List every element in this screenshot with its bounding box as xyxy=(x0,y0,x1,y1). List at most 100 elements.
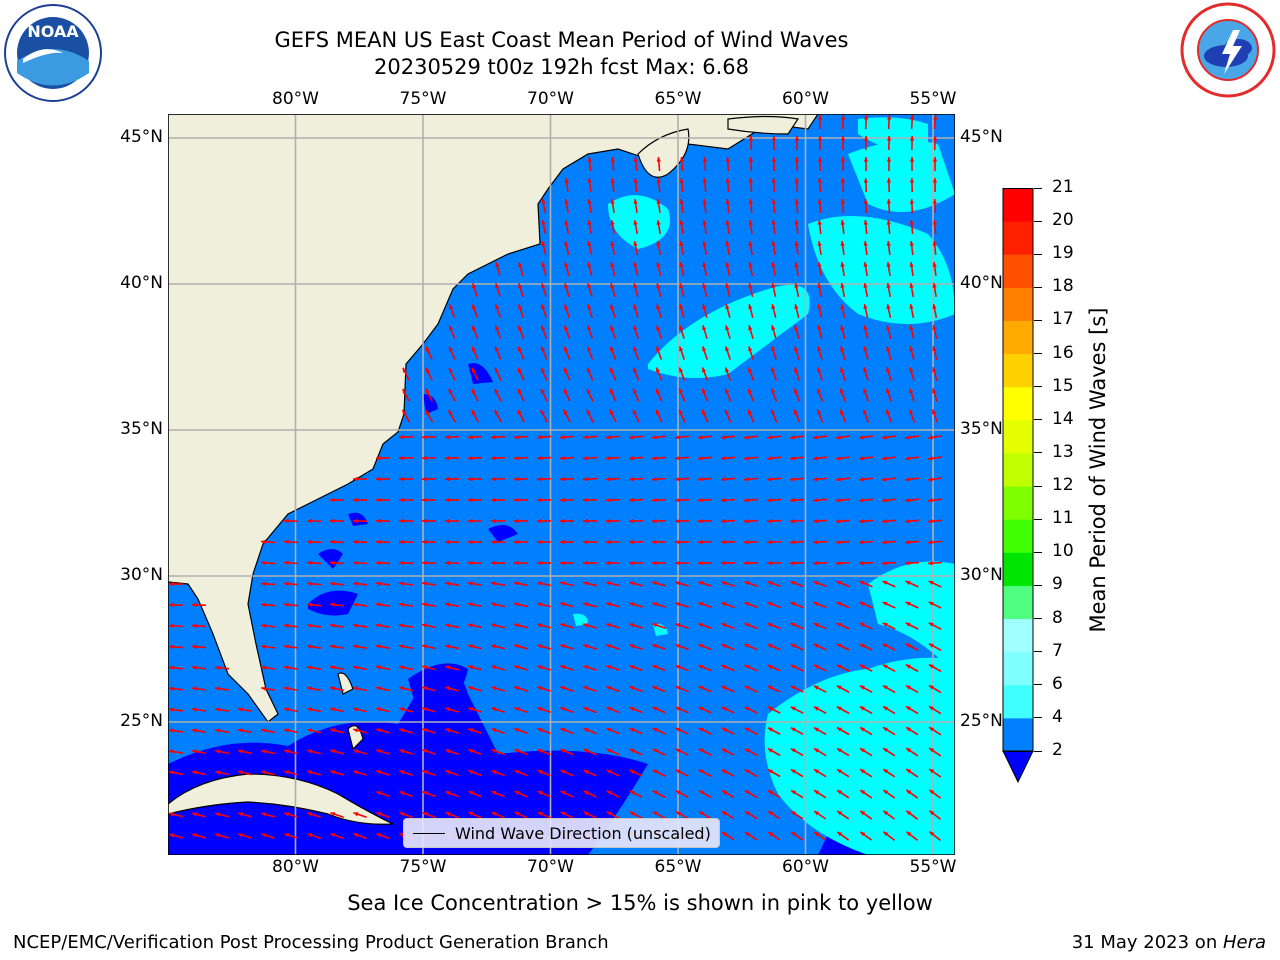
wave-direction-arrow xyxy=(840,198,845,214)
wave-direction-arrow xyxy=(790,831,804,841)
wave-direction-arrow xyxy=(564,304,570,318)
wave-direction-arrow xyxy=(859,664,873,672)
wave-direction-arrow xyxy=(886,114,892,130)
wave-direction-arrow xyxy=(725,346,731,360)
wave-direction-arrow xyxy=(587,156,592,172)
wave-direction-arrow xyxy=(490,497,506,503)
wave-direction-arrow xyxy=(813,831,827,841)
colorbar-tick-label: 17 xyxy=(1052,309,1074,330)
wave-direction-arrow xyxy=(651,497,667,503)
wave-direction-arrow xyxy=(863,198,868,214)
wave-direction-arrow xyxy=(909,198,915,214)
wave-direction-arrow xyxy=(725,156,731,172)
colorbar-segment xyxy=(1003,684,1033,719)
wave-direction-arrow xyxy=(587,198,592,214)
wave-direction-arrow xyxy=(771,219,776,235)
wave-direction-arrow xyxy=(445,811,459,819)
wave-direction-arrow xyxy=(445,665,459,671)
wave-direction-arrow xyxy=(422,769,436,777)
wave-direction-arrow xyxy=(836,664,850,672)
wave-direction-arrow xyxy=(674,456,690,461)
wave-direction-arrow xyxy=(675,769,689,777)
wave-direction-arrow xyxy=(237,749,253,755)
wave-direction-arrow xyxy=(909,135,915,151)
wave-direction-arrow xyxy=(766,539,782,545)
wave-direction-arrow xyxy=(352,560,368,566)
wave-direction-arrow xyxy=(909,346,915,360)
wave-direction-arrow xyxy=(168,581,184,587)
wave-direction-arrow xyxy=(375,518,391,524)
wave-direction-arrow xyxy=(468,686,482,692)
wave-direction-arrow xyxy=(422,790,436,798)
wave-direction-arrow xyxy=(721,622,735,630)
wave-direction-arrow xyxy=(748,304,754,318)
wave-direction-arrow xyxy=(606,769,620,777)
wave-direction-arrow xyxy=(283,644,299,649)
lat-tick-right: 45°N xyxy=(960,127,1003,147)
wave-direction-arrow xyxy=(858,498,874,503)
wave-direction-arrow xyxy=(651,539,667,545)
noaa-logo-text: NOAA xyxy=(27,22,79,41)
wave-direction-arrow xyxy=(652,810,666,820)
wave-direction-arrow xyxy=(859,747,873,757)
wave-direction-arrow xyxy=(817,114,823,130)
wave-direction-arrow xyxy=(468,769,482,777)
wave-direction-arrow xyxy=(675,602,689,608)
wave-direction-arrow xyxy=(560,644,574,650)
wave-direction-arrow xyxy=(859,580,873,588)
wave-direction-arrow xyxy=(517,367,525,381)
wave-direction-arrow xyxy=(401,388,411,402)
wave-direction-arrow xyxy=(747,388,755,402)
colorbar-tick-label: 16 xyxy=(1052,342,1074,363)
wave-direction-arrow xyxy=(744,643,758,651)
wave-direction-arrow xyxy=(306,623,322,628)
wave-direction-arrow xyxy=(559,476,575,482)
wave-direction-arrow xyxy=(881,540,897,545)
wave-direction-arrow xyxy=(629,685,643,693)
wave-direction-arrow xyxy=(881,435,897,440)
wave-direction-arrow xyxy=(835,498,851,503)
wave-direction-arrow xyxy=(560,790,574,798)
wave-direction-arrow xyxy=(674,497,690,503)
wave-direction-arrow xyxy=(214,707,230,712)
wave-direction-arrow xyxy=(609,325,617,339)
wave-direction-arrow xyxy=(261,812,275,818)
wave-direction-arrow xyxy=(306,539,322,545)
wave-direction-arrow xyxy=(789,477,805,482)
wave-direction-arrow xyxy=(421,602,437,608)
wave-direction-arrow xyxy=(905,747,919,757)
wave-direction-arrow xyxy=(540,367,548,381)
wave-direction-arrow xyxy=(928,580,942,588)
wave-direction-arrow xyxy=(767,831,781,841)
colorbar-segment xyxy=(1003,254,1033,288)
wave-direction-arrow xyxy=(675,622,689,630)
wave-direction-arrow xyxy=(909,156,915,172)
wave-direction-arrow xyxy=(560,602,574,608)
wave-direction-arrow xyxy=(836,747,850,757)
wave-direction-arrow xyxy=(260,749,276,755)
wave-direction-arrow xyxy=(470,409,480,423)
wave-direction-arrow xyxy=(881,477,897,482)
wave-direction-arrow xyxy=(909,240,914,256)
wave-direction-arrow xyxy=(168,686,184,691)
wave-direction-arrow xyxy=(191,770,207,776)
wave-direction-arrow xyxy=(675,581,689,587)
wave-direction-arrow xyxy=(537,623,551,629)
wave-direction-arrow xyxy=(537,727,551,735)
wave-direction-arrow xyxy=(517,325,525,339)
wave-direction-arrow xyxy=(633,240,639,256)
wave-direction-arrow xyxy=(859,831,873,841)
wave-direction-arrow xyxy=(306,560,322,566)
wave-direction-arrow xyxy=(771,282,777,298)
wave-direction-arrow xyxy=(863,156,869,172)
wave-direction-arrow xyxy=(168,749,184,754)
wave-direction-arrow xyxy=(514,769,528,777)
wave-direction-arrow xyxy=(656,177,661,193)
lon-tick-bottom: 70°W xyxy=(527,857,574,877)
wave-direction-arrow xyxy=(422,728,436,734)
wave-direction-arrow xyxy=(495,283,501,297)
wave-direction-arrow xyxy=(610,198,615,214)
wave-direction-arrow xyxy=(886,177,892,193)
wave-direction-arrow xyxy=(537,811,551,819)
wave-direction-arrow xyxy=(882,768,896,778)
